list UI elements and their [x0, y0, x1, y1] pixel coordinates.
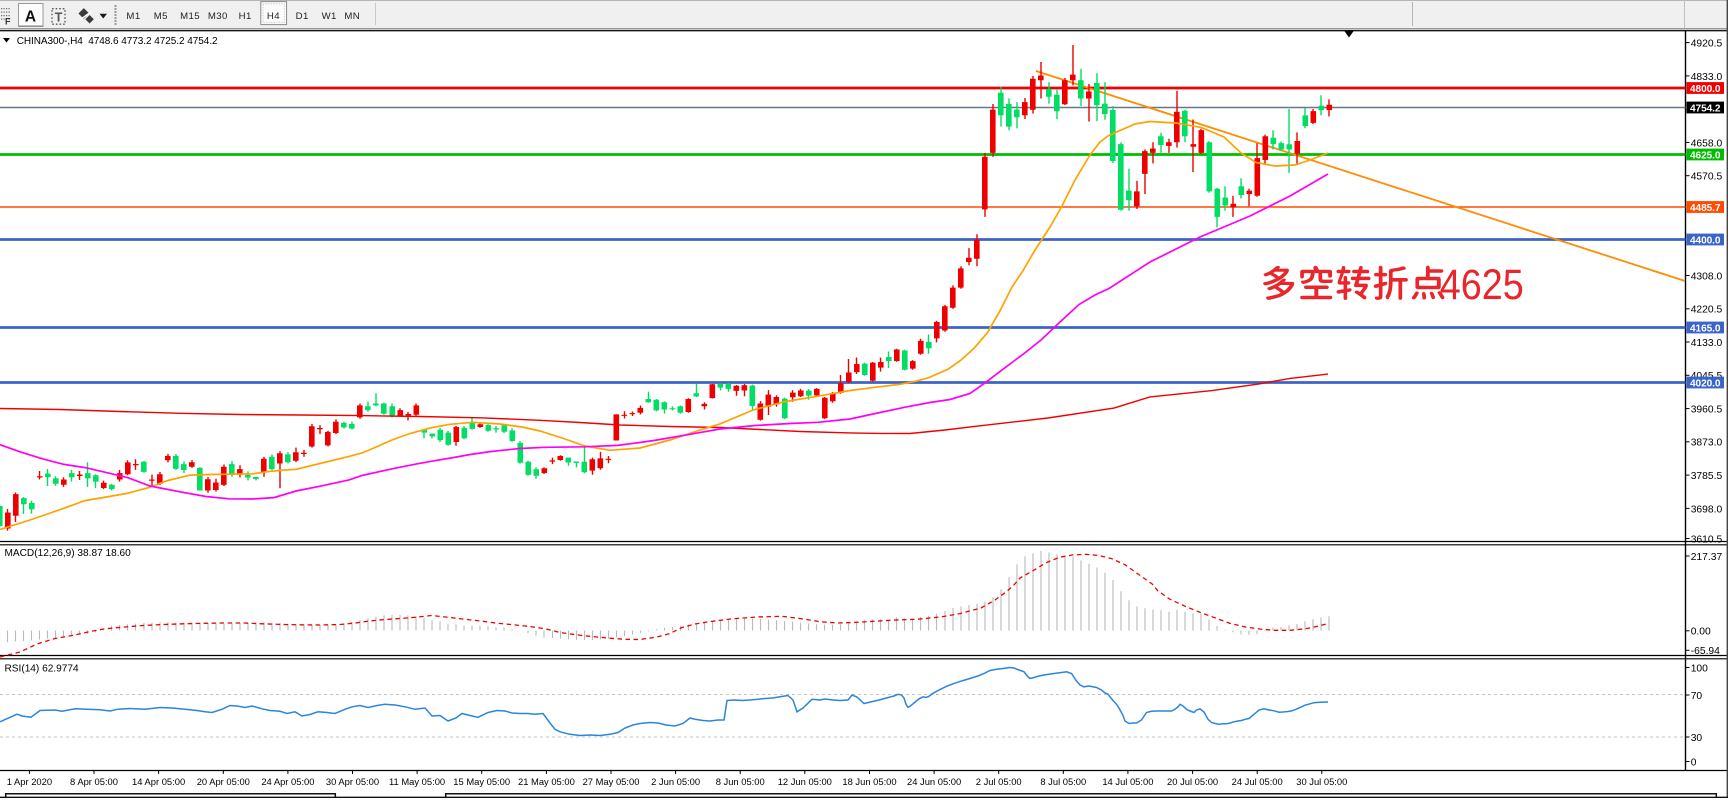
svg-text:15 May 05:00: 15 May 05:00	[453, 776, 510, 787]
svg-text:30 Jul 05:00: 30 Jul 05:00	[1296, 776, 1347, 787]
svg-text:F: F	[5, 17, 11, 27]
svg-text:11 May 05:00: 11 May 05:00	[389, 776, 445, 787]
svg-text:4485.7: 4485.7	[1690, 203, 1721, 214]
svg-text:4833.0: 4833.0	[1691, 72, 1723, 83]
svg-text:21 May 05:00: 21 May 05:00	[518, 776, 575, 787]
svg-text:RSI(14) 62.9774: RSI(14) 62.9774	[5, 663, 79, 674]
svg-text:3698.0: 3698.0	[1691, 504, 1723, 515]
svg-text:2 Jul 05:00: 2 Jul 05:00	[976, 776, 1022, 787]
svg-text:8 Jul 05:00: 8 Jul 05:00	[1040, 776, 1086, 787]
svg-text:4625.0: 4625.0	[1690, 151, 1721, 162]
svg-text:1 Apr 2020: 1 Apr 2020	[7, 776, 52, 787]
svg-text:24 Jun 05:00: 24 Jun 05:00	[907, 776, 961, 787]
svg-text:4754.2: 4754.2	[1690, 104, 1721, 115]
svg-text:4165.0: 4165.0	[1690, 324, 1721, 335]
svg-text:8 Apr 05:00: 8 Apr 05:00	[70, 776, 118, 787]
svg-text:30 Apr 05:00: 30 Apr 05:00	[326, 776, 379, 787]
svg-text:4658.0: 4658.0	[1691, 138, 1723, 149]
svg-text:70: 70	[1691, 691, 1703, 702]
svg-text:MN: MN	[344, 11, 360, 22]
svg-text:3785.5: 3785.5	[1691, 471, 1723, 482]
svg-text:H1: H1	[239, 11, 252, 22]
svg-text:12 Jun 05:00: 12 Jun 05:00	[778, 776, 832, 787]
svg-text:14 Jul 05:00: 14 Jul 05:00	[1102, 776, 1153, 787]
svg-text:M1: M1	[126, 11, 140, 22]
svg-text:27 May 05:00: 27 May 05:00	[583, 776, 640, 787]
svg-text:0.00: 0.00	[1691, 627, 1711, 638]
svg-text:217.37: 217.37	[1691, 552, 1723, 563]
svg-text:4133.0: 4133.0	[1691, 338, 1723, 349]
svg-text:A: A	[25, 9, 36, 26]
svg-text:8 Jun 05:00: 8 Jun 05:00	[716, 776, 765, 787]
svg-text:-65.94: -65.94	[1691, 646, 1720, 657]
svg-text:H4: H4	[267, 11, 280, 22]
svg-text:4400.0: 4400.0	[1690, 236, 1721, 247]
svg-text:3610.5: 3610.5	[1691, 534, 1723, 545]
svg-text:20 Apr 05:00: 20 Apr 05:00	[197, 776, 250, 787]
svg-text:4625: 4625	[1440, 261, 1524, 309]
svg-text:CHINA300-,H4 4748.6 4773.2 47: CHINA300-,H4 4748.6 4773.2 4725.2 4754.2	[17, 36, 218, 47]
svg-text:3873.0: 3873.0	[1691, 438, 1723, 449]
svg-text:14 Apr 05:00: 14 Apr 05:00	[132, 776, 185, 787]
svg-text:W1: W1	[322, 11, 337, 22]
svg-text:20 Jul 05:00: 20 Jul 05:00	[1167, 776, 1218, 787]
svg-text:100: 100	[1691, 663, 1708, 674]
svg-text:4570.5: 4570.5	[1691, 172, 1723, 183]
svg-text:T: T	[55, 11, 63, 25]
svg-text:M5: M5	[154, 11, 168, 22]
svg-text:4800.0: 4800.0	[1690, 84, 1721, 95]
svg-text:M15: M15	[180, 11, 200, 22]
svg-text:0: 0	[1691, 757, 1697, 768]
svg-text:30: 30	[1691, 733, 1703, 744]
svg-text:4308.0: 4308.0	[1691, 271, 1723, 282]
svg-text:4920.5: 4920.5	[1691, 39, 1723, 50]
svg-text:24 Apr 05:00: 24 Apr 05:00	[261, 776, 314, 787]
svg-text:24 Jul 05:00: 24 Jul 05:00	[1232, 776, 1283, 787]
svg-text:MACD(12,26,9) 38.87 18.60: MACD(12,26,9) 38.87 18.60	[5, 548, 132, 559]
svg-text:18 Jun 05:00: 18 Jun 05:00	[842, 776, 896, 787]
svg-text:2 Jun 05:00: 2 Jun 05:00	[651, 776, 700, 787]
svg-text:M30: M30	[208, 11, 228, 22]
svg-text:4020.0: 4020.0	[1690, 379, 1721, 390]
svg-text:D1: D1	[296, 11, 309, 22]
svg-text:4220.5: 4220.5	[1691, 305, 1723, 316]
svg-text:3960.5: 3960.5	[1691, 405, 1723, 416]
